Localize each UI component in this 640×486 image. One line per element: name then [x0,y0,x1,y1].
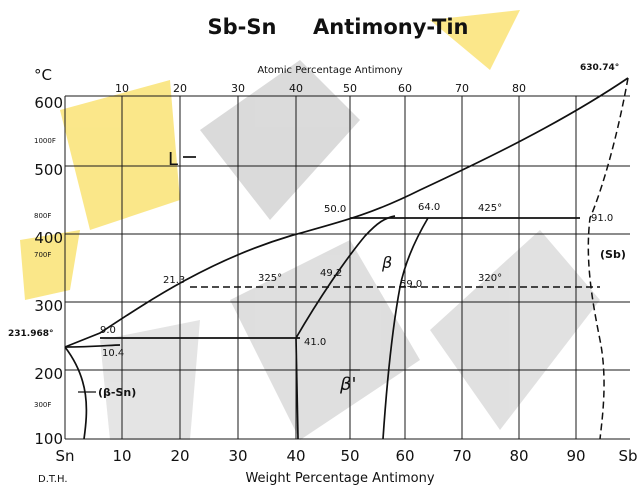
diagram-labels: L 630.74° 231.968° 425° 325° 320° 50.0 6… [8,63,626,399]
top-tick-label: 40 [289,82,303,95]
y-unit-celsius: °C [34,66,52,84]
watermark-shape-gray-3 [430,230,600,430]
beta-sn-solidus [64,344,121,348]
top-tick-label: 30 [231,82,245,95]
label-104: 10.4 [102,348,124,359]
bottom-tick-label: Sn [55,447,74,465]
watermark-shape-gray-1 [200,60,360,220]
y-tick-celsius: 200 [34,365,63,383]
top-axis-ticks: 10 20 30 40 50 60 70 80 [115,82,526,95]
watermark-shape-yellow-2 [430,10,520,70]
beta-left-boundary [295,215,396,339]
diagram-title: Sb-Sn Antimony-Tin [208,15,469,39]
watermark-shape-yellow-1 [60,80,180,230]
beta-prime-left-boundary [295,337,299,440]
bottom-tick-label: 40 [286,447,305,465]
top-tick-label: 50 [343,82,357,95]
top-tick-label: 20 [173,82,187,95]
top-axis-label: Atomic Percentage Antimony [257,65,402,76]
y-tick-celsius: 600 [34,94,63,112]
label-425: 425° [478,203,502,214]
label-492: 49.2 [320,268,342,279]
beta-prime-right-boundary [382,286,401,440]
label-320: 320° [478,273,502,284]
bottom-axis-label: Weight Percentage Antimony [245,471,434,486]
y-tick-fahrenheit: 1000F [34,137,56,145]
label-beta-sn: (β-Sn) [98,386,136,399]
y-tick-fahrenheit: 700F [34,251,51,259]
beta-right-boundary [399,217,429,288]
sb-solvus-dashed [587,77,629,440]
watermark-shape-gray-2 [230,240,420,440]
top-tick-label: 80 [512,82,526,95]
top-tick-label: 60 [398,82,412,95]
y-tick-celsius: 500 [34,161,63,179]
bottom-tick-label: Sb [618,447,637,465]
label-sb-melt: 630.74° [580,63,619,73]
beta-sn-solvus [64,346,88,440]
y-tick-celsius: 100 [34,430,63,448]
y-tick-fahrenheit: 300F [34,401,51,409]
label-sb-phase: (Sb) [600,248,626,261]
top-tick-label: 10 [115,82,129,95]
bottom-tick-label: 10 [112,447,131,465]
y-axis-ticks-fahrenheit: 1000F 800F 700F 300F [34,137,56,409]
y-tick-fahrenheit: 800F [34,212,51,220]
liquidus-curve [64,77,629,348]
label-beta: β [381,253,392,272]
bottom-tick-label: 20 [170,447,189,465]
label-500: 50.0 [324,204,346,215]
label-640: 64.0 [418,202,440,213]
bottom-tick-label: 50 [340,447,359,465]
watermark [20,10,600,440]
label-410: 41.0 [304,337,326,348]
bottom-tick-label: 70 [452,447,471,465]
label-213: 21.3 [163,275,185,286]
y-tick-celsius: 300 [34,297,63,315]
y-tick-celsius: 400 [34,229,63,247]
y-axis-ticks-celsius: 600 500 400 300 200 100 [34,94,63,448]
label-sn-melt: 231.968° [8,329,54,339]
credit-text: D.T.H. [38,474,68,485]
bottom-axis-ticks: Sn 10 20 30 40 50 60 70 80 90 Sb [55,447,637,465]
bottom-tick-label: 90 [566,447,585,465]
label-beta-prime: β' [339,374,356,395]
label-90: 9.0 [100,325,116,336]
label-590: 59.0 [400,279,422,290]
phase-boundaries [64,77,629,440]
label-liquid: L [168,149,178,170]
top-tick-label: 70 [455,82,469,95]
label-910: 91.0 [591,213,613,224]
label-325: 325° [258,273,282,284]
bottom-tick-label: 60 [395,447,414,465]
bottom-tick-label: 30 [228,447,247,465]
watermark-shape-gray-4 [100,320,200,440]
bottom-tick-label: 80 [509,447,528,465]
